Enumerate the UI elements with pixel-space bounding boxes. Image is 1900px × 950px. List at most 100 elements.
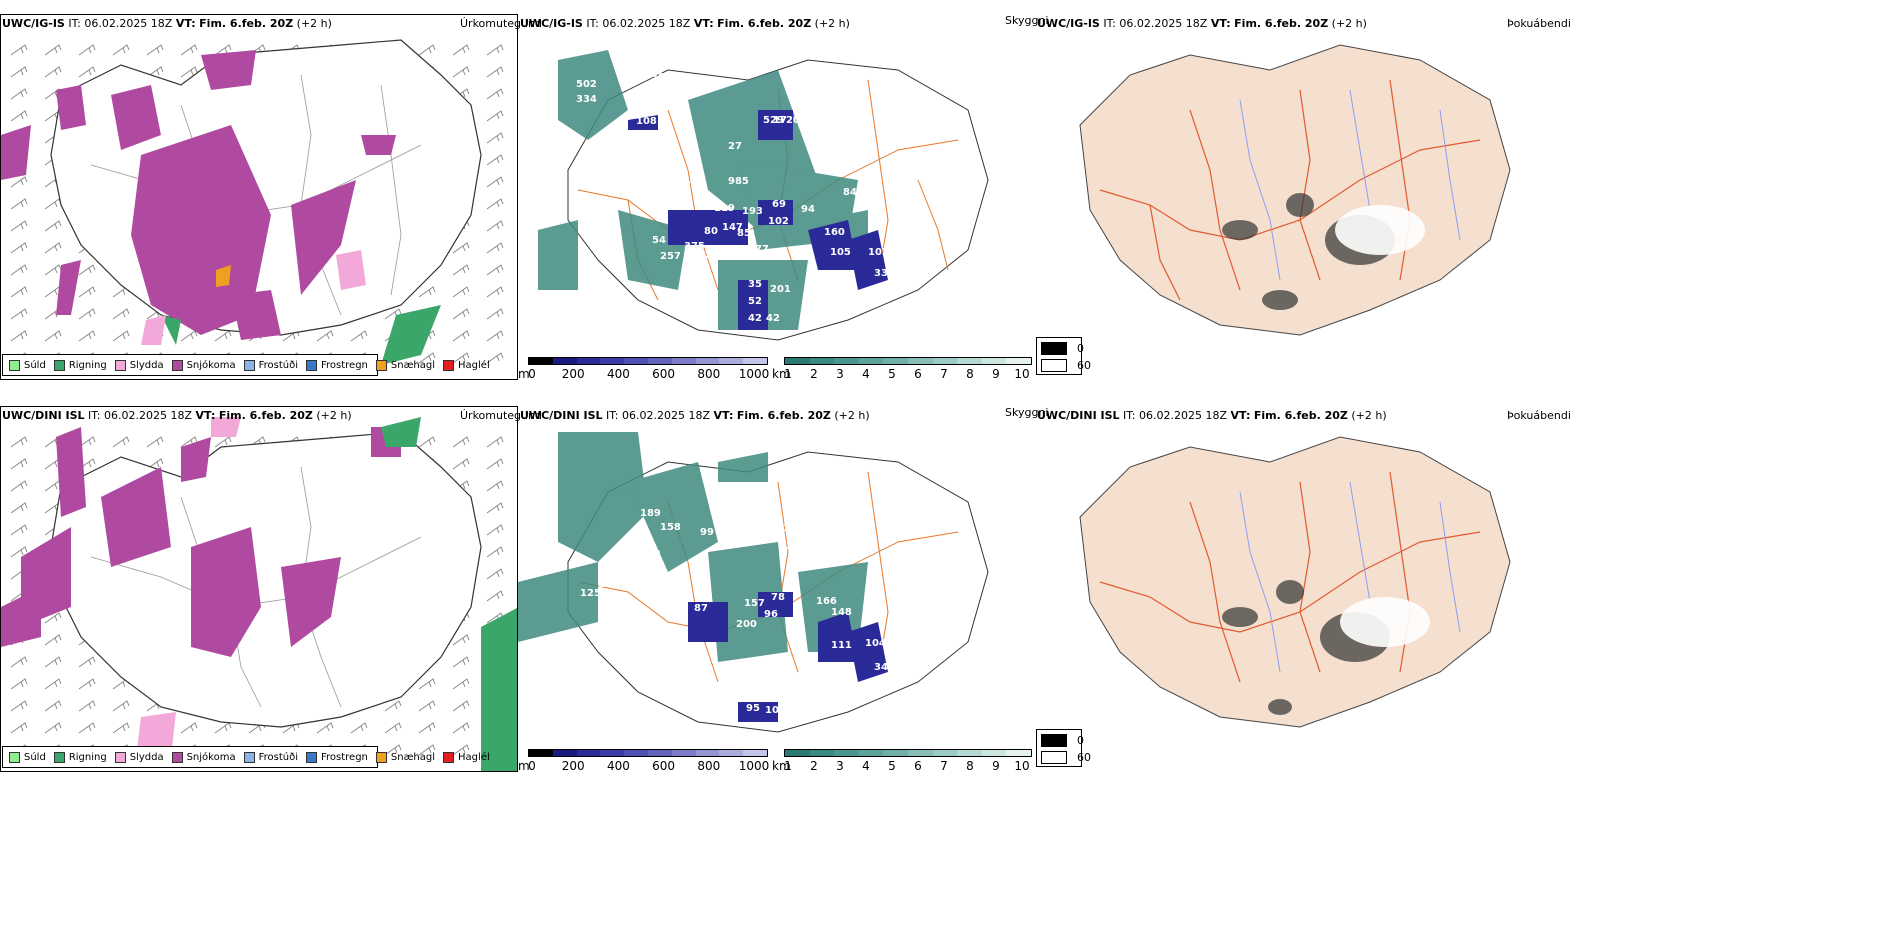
legend-item: Snjókoma (171, 751, 236, 763)
cloud-base-label: 107 (765, 705, 786, 716)
visibility-tick: 4 (862, 759, 870, 773)
cloud-base-colorbar-2: m 0 200 400 600 800 1000 (518, 749, 769, 773)
low-cloud-areas (628, 110, 888, 330)
cloud-base-label: 148 (831, 607, 852, 618)
cloud-base-label: 101 (598, 579, 619, 590)
cloud-base-label: 375 (684, 241, 705, 252)
cloud-base-label: 529 (763, 115, 784, 126)
visibility-tick: 8 (966, 759, 974, 773)
sleet-areas (141, 250, 366, 345)
legend-item: Haglél (443, 359, 490, 371)
visibility-tick: 7 (940, 759, 948, 773)
precip-legend-2: Súld Rigning Slydda Snjókoma Frostúði Fr… (2, 746, 490, 768)
cloud-base-label: 30 (651, 72, 665, 83)
cloud-panel-2: 189 158 942 378 39 99 26 542 101 125 78 157 166 87 96 1… (518, 422, 1038, 767)
visibility-tick: 1 (784, 367, 792, 381)
cloud-base-bar (528, 357, 768, 365)
cloud-base-label: 80 (704, 226, 718, 237)
rain-areas (161, 305, 441, 365)
cloud-base-label: 108 (636, 116, 657, 127)
cloud-base-label: 85 (737, 228, 751, 239)
legend-item: Frostregn (306, 751, 368, 763)
cloud-base-label: 87 (694, 603, 708, 614)
fog-index-legend-2: 0 60 (1036, 729, 1091, 767)
fog-panel-1 (1040, 30, 1550, 375)
cloud-base-label: 42 (766, 313, 780, 324)
cloud-base-label: 378 (783, 523, 804, 534)
cloud-base-label: 157 (744, 598, 765, 609)
visibility-tick: 1 (784, 759, 792, 773)
visibility-tick: 2 (810, 367, 818, 381)
legend-item: Rigning (53, 359, 107, 371)
visibility-bar (784, 749, 1032, 757)
visibility-bar (784, 357, 1032, 365)
iceland-outline (50, 431, 482, 728)
cloud-base-label: 119 (714, 203, 735, 214)
cloud-base-label: 220 (698, 250, 719, 261)
cloud-base-label: 96 (764, 609, 778, 620)
visibility-unit: km (772, 759, 791, 773)
rain-areas (381, 417, 517, 771)
cloud-base-label: 33 (874, 268, 888, 279)
cloud-base-tick: 600 (652, 759, 676, 773)
cloud-base-tick: 400 (606, 759, 630, 773)
cloud-base-colorbar-1: m 0 200 400 600 800 1000 (518, 357, 769, 381)
cloud-base-label: 42 (748, 313, 762, 324)
visibility-tick: 2 (810, 759, 818, 773)
visibility-tick: 9 (992, 367, 1000, 381)
cloud-title-1: UWC/IG-IS IT: 06.02.2025 18Z VT: Fim. 6.… (520, 17, 850, 30)
river-network (1239, 89, 1461, 281)
cloud-base-tick: 0 (528, 759, 536, 773)
cloud-base-label: 105 (830, 247, 851, 258)
legend-item: Slydda (114, 751, 164, 763)
cloud-base-label: 502 (576, 79, 597, 90)
cloud-base-label: 848 (843, 187, 864, 198)
cloud-base-label: 27 (728, 141, 742, 152)
cloud-base-label: 34 (874, 662, 888, 673)
cloud-base-label: 200 (736, 619, 757, 630)
visibility-colorbar-1: km 1 2 3 4 5 6 7 8 9 10 (772, 357, 1034, 381)
precip-title-2: UWC/DINI ISL IT: 06.02.2025 18Z VT: Fim.… (2, 409, 352, 422)
visibility-tick: 10 (1014, 759, 1030, 773)
precip-title-1: UWC/IG-IS IT: 06.02.2025 18Z VT: Fim. 6.… (2, 17, 332, 30)
cloud-base-label: 125 (580, 588, 601, 599)
precip-label-2: Úrkomutegund (460, 409, 542, 422)
fog-label-2: Þokuábendi (1507, 409, 1571, 422)
legend-item: Rigning (53, 751, 107, 763)
legend-item: Frostúði (243, 359, 298, 371)
road-network (1099, 79, 1481, 301)
cloud-label-2: Skyggni (1005, 406, 1049, 419)
visibility-tick: 10 (1014, 367, 1030, 381)
cloud-base-label: 189 (640, 508, 661, 519)
cloud-base-label: 334 (576, 94, 597, 105)
cloud-base-label: 94 (801, 204, 815, 215)
fog-title-1: UWC/IG-IS IT: 06.02.2025 18Z VT: Fim. 6.… (1037, 17, 1367, 30)
cloud-base-unit: m (518, 759, 530, 773)
low-cloud-areas (688, 592, 888, 722)
cloud-base-tick: 0 (528, 367, 536, 381)
cloud-base-label: 26 (786, 541, 800, 552)
river-network (1239, 481, 1461, 673)
legend-item: Frostúði (243, 751, 298, 763)
visibility-unit: km (772, 367, 791, 381)
visibility-tick: 5 (888, 759, 896, 773)
visibility-tick: 7 (940, 367, 948, 381)
legend-item: Snæhagl (375, 359, 435, 371)
fog-title-2: UWC/DINI ISL IT: 06.02.2025 18Z VT: Fim.… (1037, 409, 1387, 422)
cloud-base-label: 985 (728, 176, 749, 187)
cloud-base-label: 52 (748, 296, 762, 307)
iceland-land (1079, 44, 1511, 336)
fog-index-legend-1: 0 60 (1036, 337, 1091, 375)
visibility-tick: 4 (862, 367, 870, 381)
legend-item: Haglél (443, 751, 490, 763)
cloud-base-label: 942 (732, 506, 753, 517)
cloud-base-label: 39 (802, 517, 816, 528)
cloud-base-label: 99 (700, 527, 714, 538)
cloud-base-label: 201 (770, 284, 791, 295)
legend-item: Snjókoma (171, 359, 236, 371)
legend-item: Snæhagl (375, 751, 435, 763)
